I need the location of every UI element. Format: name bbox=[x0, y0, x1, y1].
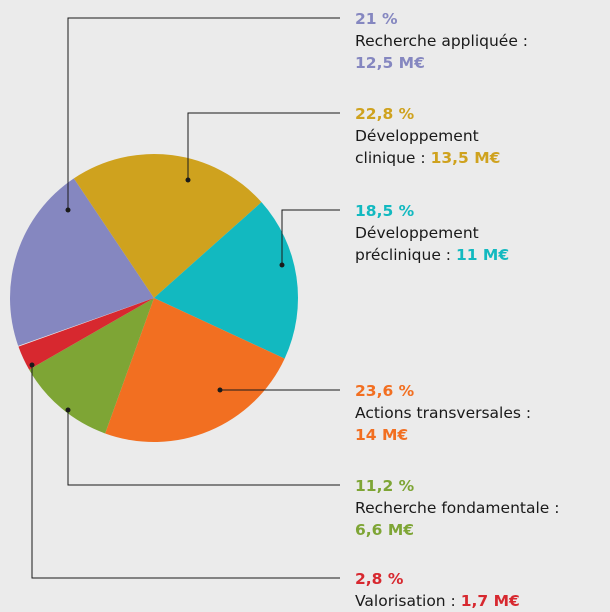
pie-slice bbox=[18, 298, 154, 370]
amount-label: 14 M€ bbox=[355, 426, 409, 444]
legend-entry: 2,8 % Valorisation : 1,7 M€ bbox=[355, 568, 605, 612]
category-label: Recherche fondamentale : bbox=[355, 499, 560, 517]
leader-dot bbox=[185, 177, 191, 183]
legend-entry: 11,2 % Recherche fondamentale : 6,6 M€ bbox=[355, 475, 605, 541]
amount-label: 1,7 M€ bbox=[460, 592, 520, 610]
percent-label: 18,5 % bbox=[355, 202, 415, 220]
category-label: Développement clinique : bbox=[355, 127, 479, 167]
category-label: Recherche appliquée : bbox=[355, 32, 529, 50]
legend-entry: 18,5 % Développement préclinique : 11 M€ bbox=[355, 200, 540, 266]
leader-line bbox=[31, 365, 340, 579]
category-label: Développement préclinique : bbox=[355, 224, 479, 264]
percent-label: 22,8 % bbox=[355, 105, 415, 123]
category-label: Valorisation : bbox=[355, 592, 456, 610]
percent-label: 23,6 % bbox=[355, 382, 415, 400]
amount-label: 11 M€ bbox=[455, 246, 510, 264]
leader-line bbox=[67, 17, 340, 210]
leader-dot bbox=[279, 262, 285, 268]
percent-label: 2,8 % bbox=[355, 570, 404, 588]
leader-dot bbox=[65, 207, 71, 213]
legend-entry: 23,6 % Actions transversales : 14 M€ bbox=[355, 380, 595, 446]
pie-slice bbox=[73, 154, 262, 298]
pie-slice bbox=[154, 202, 298, 359]
legend-entry: 22,8 % Développement clinique : 13,5 M€ bbox=[355, 103, 530, 169]
leader-dots bbox=[29, 177, 285, 413]
amount-label: 6,6 M€ bbox=[355, 521, 415, 539]
pie bbox=[10, 154, 298, 443]
pie-slice bbox=[105, 298, 285, 443]
pie-slice bbox=[10, 178, 155, 346]
percent-label: 21 % bbox=[355, 10, 398, 28]
percent-label: 11,2 % bbox=[355, 477, 415, 495]
leader-dot bbox=[65, 407, 71, 413]
leader-line bbox=[281, 209, 340, 265]
leader-dot bbox=[29, 362, 35, 368]
leader-dot bbox=[217, 387, 223, 393]
pie-slice bbox=[29, 298, 154, 434]
leader-lines bbox=[31, 17, 340, 579]
legend-entry: 21 % Recherche appliquée : 12,5 M€ bbox=[355, 8, 595, 74]
leader-line bbox=[67, 410, 340, 486]
amount-label: 12,5 M€ bbox=[355, 54, 425, 72]
category-label: Actions transversales : bbox=[355, 404, 532, 422]
amount-label: 13,5 M€ bbox=[430, 149, 501, 167]
leader-line bbox=[187, 112, 340, 180]
